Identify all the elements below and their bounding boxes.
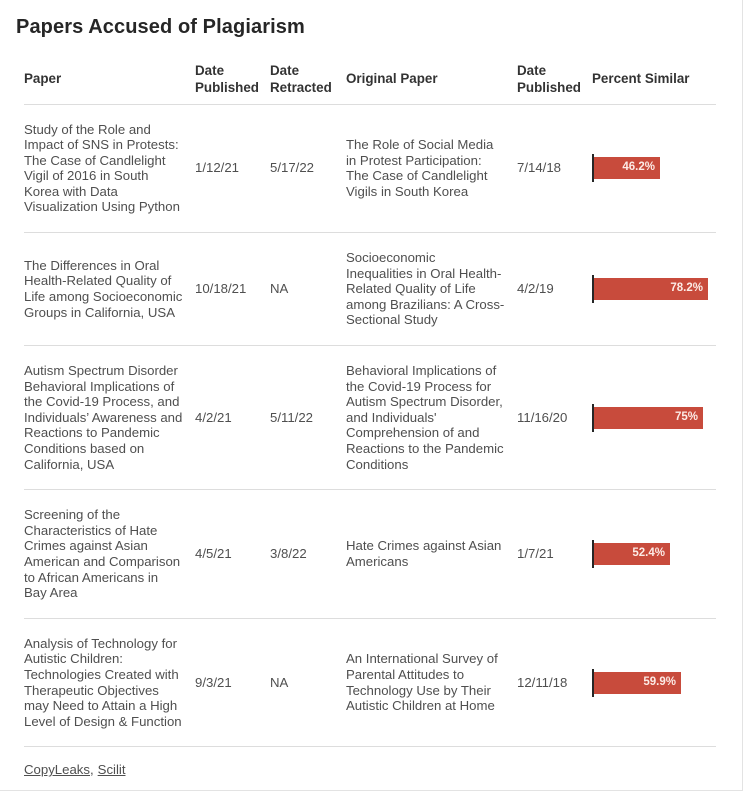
- percent-similar-bar: 75%: [592, 406, 703, 429]
- percent-similar-cell: 46.2%: [592, 154, 716, 183]
- percent-similar-value: 46.2%: [622, 161, 655, 174]
- table-header-row: Paper Date Published Date Retracted Orig…: [24, 56, 716, 105]
- table-row: Study of the Role and Impact of SNS in P…: [24, 105, 716, 234]
- percent-similar-cell: 75%: [592, 403, 716, 432]
- original-date-published-cell: 11/16/20: [517, 409, 568, 425]
- date-retracted-cell: NA: [270, 281, 289, 297]
- column-header-date-published: Date Published: [195, 63, 259, 95]
- percent-similar-cell: 78.2%: [592, 275, 716, 304]
- bar-axis-line: [592, 403, 594, 432]
- bar-axis-line: [592, 275, 594, 304]
- column-header-date-retracted: Date Retracted: [270, 63, 332, 95]
- paper-cell: Study of the Role and Impact of SNS in P…: [24, 121, 180, 215]
- table-row: Screening of the Characteristics of Hate…: [24, 490, 716, 619]
- bar-axis-line: [592, 154, 594, 183]
- table-row: Analysis of Technology for Autistic Chil…: [24, 619, 716, 748]
- column-header-original-date-published: Date Published: [517, 63, 581, 95]
- percent-similar-bar: 59.9%: [592, 671, 681, 694]
- page-title: Papers Accused of Plagiarism: [16, 16, 305, 38]
- date-published-cell: 4/2/21: [195, 409, 232, 425]
- source-link-copyleaks[interactable]: CopyLeaks: [24, 762, 90, 778]
- percent-similar-cell: 59.9%: [592, 668, 716, 697]
- source-link-scilit[interactable]: Scilit: [97, 762, 126, 778]
- original-date-published-cell: 7/14/18: [517, 160, 561, 176]
- paper-cell: Screening of the Characteristics of Hate…: [24, 507, 181, 601]
- date-retracted-cell: NA: [270, 674, 289, 690]
- bar-axis-line: [592, 539, 594, 568]
- date-published-cell: 10/18/21: [195, 281, 247, 297]
- original-paper-cell: Behavioral Implications of the Covid-19 …: [346, 363, 504, 472]
- paper-cell: The Differences in Oral Health-Related Q…: [24, 257, 183, 320]
- date-retracted-cell: 5/17/22: [270, 160, 314, 176]
- original-paper-cell: Hate Crimes against Asian Americans: [346, 538, 502, 569]
- original-paper-cell: The Role of Social Media in Protest Part…: [346, 137, 494, 199]
- table-row: Autism Spectrum Disorder Behavioral Impl…: [24, 346, 716, 491]
- original-paper-cell: An International Survey of Parental Atti…: [346, 651, 498, 714]
- percent-similar-bar: 46.2%: [592, 157, 660, 180]
- source-separator: ,: [89, 762, 94, 778]
- percent-similar-bar: 78.2%: [592, 278, 708, 301]
- table-row: The Differences in Oral Health-Related Q…: [24, 233, 716, 347]
- date-retracted-cell: 3/8/22: [270, 546, 307, 562]
- column-header-original-paper: Original Paper: [346, 71, 438, 87]
- original-date-published-cell: 4/2/19: [517, 281, 554, 297]
- column-header-paper: Paper: [24, 71, 62, 87]
- original-date-published-cell: 1/7/21: [517, 546, 554, 562]
- percent-similar-value: 78.2%: [670, 282, 703, 295]
- percent-similar-bar: 52.4%: [592, 542, 670, 565]
- paper-cell: Autism Spectrum Disorder Behavioral Impl…: [24, 363, 183, 472]
- date-published-cell: 1/12/21: [195, 160, 239, 176]
- paper-cell: Analysis of Technology for Autistic Chil…: [24, 635, 182, 729]
- date-retracted-cell: 5/11/22: [270, 409, 314, 425]
- original-date-published-cell: 12/11/18: [517, 674, 568, 690]
- plagiarism-table: Paper Date Published Date Retracted Orig…: [24, 56, 716, 748]
- bar-axis-line: [592, 668, 594, 697]
- percent-similar-cell: 52.4%: [592, 539, 716, 568]
- percent-similar-value: 75%: [674, 410, 698, 423]
- column-header-percent-similar: Percent Similar: [592, 71, 690, 87]
- percent-similar-value: 52.4%: [632, 547, 665, 560]
- date-published-cell: 9/3/21: [195, 674, 232, 690]
- date-published-cell: 4/5/21: [195, 546, 232, 562]
- source-attribution: CopyLeaks, Scilit: [0, 747, 742, 790]
- percent-similar-value: 59.9%: [643, 675, 676, 688]
- original-paper-cell: Socioeconomic Inequalities in Oral Healt…: [346, 250, 505, 328]
